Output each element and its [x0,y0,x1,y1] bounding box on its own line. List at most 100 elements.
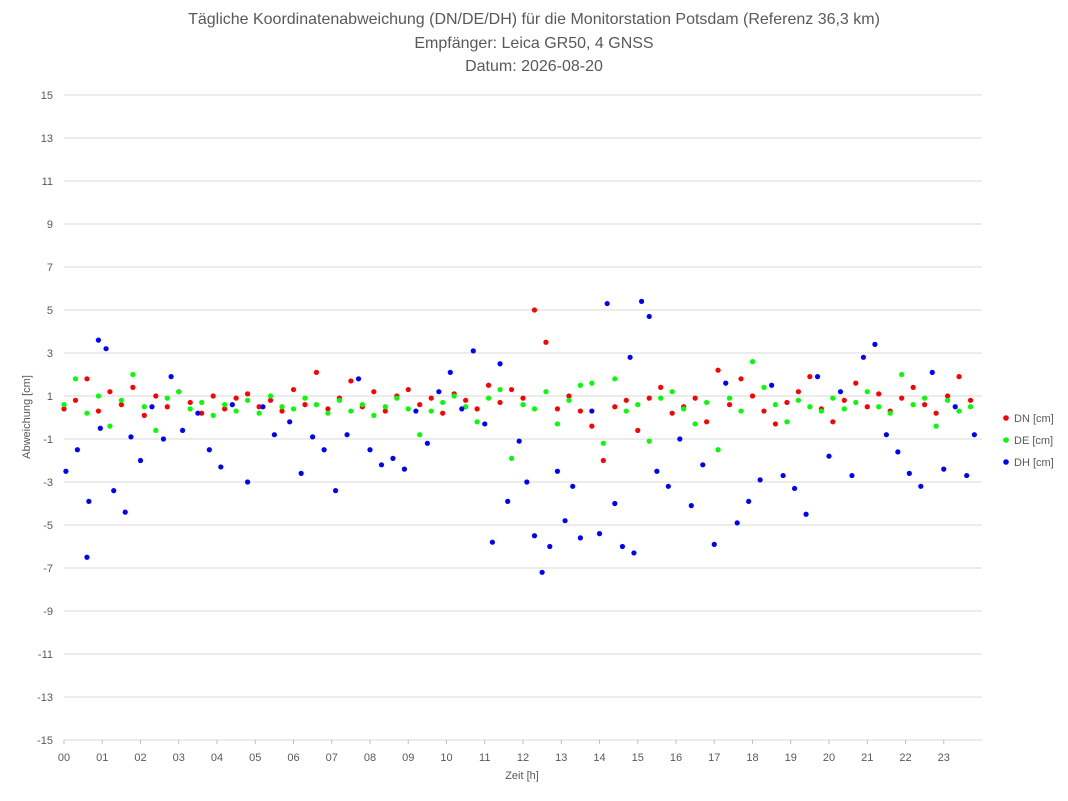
data-point [72,376,79,382]
data-point [646,395,652,401]
data-point [772,402,779,408]
data-point [638,298,645,304]
data-point [547,543,553,550]
data-point [841,397,847,403]
data-point [929,369,935,375]
data-point [97,425,103,431]
y-tick-label: 13 [41,133,53,145]
legend: DN [cm] DE [cm] DH [cm] [1003,413,1054,469]
data-point [271,432,277,438]
data-point [531,533,538,539]
data-point [344,432,350,438]
data-point [332,488,339,494]
y-tick-label: -7 [43,563,53,575]
data-point [814,374,821,380]
data-point [807,404,813,410]
data-point [837,389,844,395]
data-point [688,503,694,509]
data-point [463,404,469,410]
data-point [619,543,626,550]
data-point [899,395,905,401]
data-point [577,382,583,388]
x-tick-label: 05 [249,752,261,764]
data-point [267,393,274,399]
data-point [669,410,675,416]
data-point [222,402,228,408]
data-point [336,397,342,403]
data-point [107,423,113,429]
data-point [933,410,939,416]
y-tick-label: 11 [42,176,53,188]
data-point [298,470,304,476]
data-point [267,397,274,403]
data-point [612,500,618,507]
data-point [153,427,159,433]
data-point [405,386,411,393]
data-point [623,397,629,403]
data-point [543,389,549,395]
data-point [807,374,813,380]
data-point [279,404,285,410]
data-point [612,376,618,382]
data-point [967,397,974,403]
data-point [761,408,767,414]
data-point [784,419,790,425]
x-tick-label: 07 [326,752,338,764]
data-point [899,371,905,378]
data-point [107,389,113,395]
y-tick-label: -3 [43,477,53,489]
data-point [313,369,320,375]
y-tick-label: -5 [43,520,53,532]
y-tick-label: -11 [38,649,53,661]
data-point [566,397,572,403]
data-point [302,395,308,401]
data-point [160,436,167,442]
data-point [818,408,824,414]
y-tick-label: 3 [47,348,53,360]
data-point [658,395,664,401]
grid-lines [64,94,982,741]
data-point [830,419,836,425]
data-point [887,410,893,416]
data-point [795,389,802,395]
data-point [260,404,266,410]
data-point [179,427,186,433]
data-point [348,408,354,414]
data-point [245,397,251,403]
data-point [711,541,717,547]
data-point [382,404,388,410]
data-point [876,404,882,410]
x-tick-label: 20 [823,752,835,764]
data-point [325,406,331,412]
data-point [394,395,400,401]
data-point [222,406,228,412]
data-point [956,408,962,414]
data-point [570,483,576,489]
data-point [210,412,216,418]
data-point [677,436,683,442]
data-point [206,447,212,453]
data-point [826,453,832,459]
data-point [463,397,469,403]
data-point [245,479,251,485]
data-point [508,386,515,393]
data-point [543,339,549,345]
x-tick-label: 16 [670,752,682,764]
data-point [723,380,729,386]
data-point [554,406,561,412]
data-point [440,399,446,406]
chart-title: Tägliche Koordinatenabweichung (DN/DE/DH… [188,11,880,28]
data-point [325,410,331,416]
data-point [864,389,870,395]
data-point [654,468,660,474]
data-point [665,483,671,489]
data-point [233,408,239,414]
data-point [413,408,419,414]
data-point [290,406,297,412]
data-point [589,423,595,429]
x-tick-label: 09 [402,752,414,764]
data-point [964,472,970,479]
chart-subtitle-date: Datum: 2026-08-20 [465,58,603,75]
y-axis-label: Abweichung [cm] [21,375,33,459]
